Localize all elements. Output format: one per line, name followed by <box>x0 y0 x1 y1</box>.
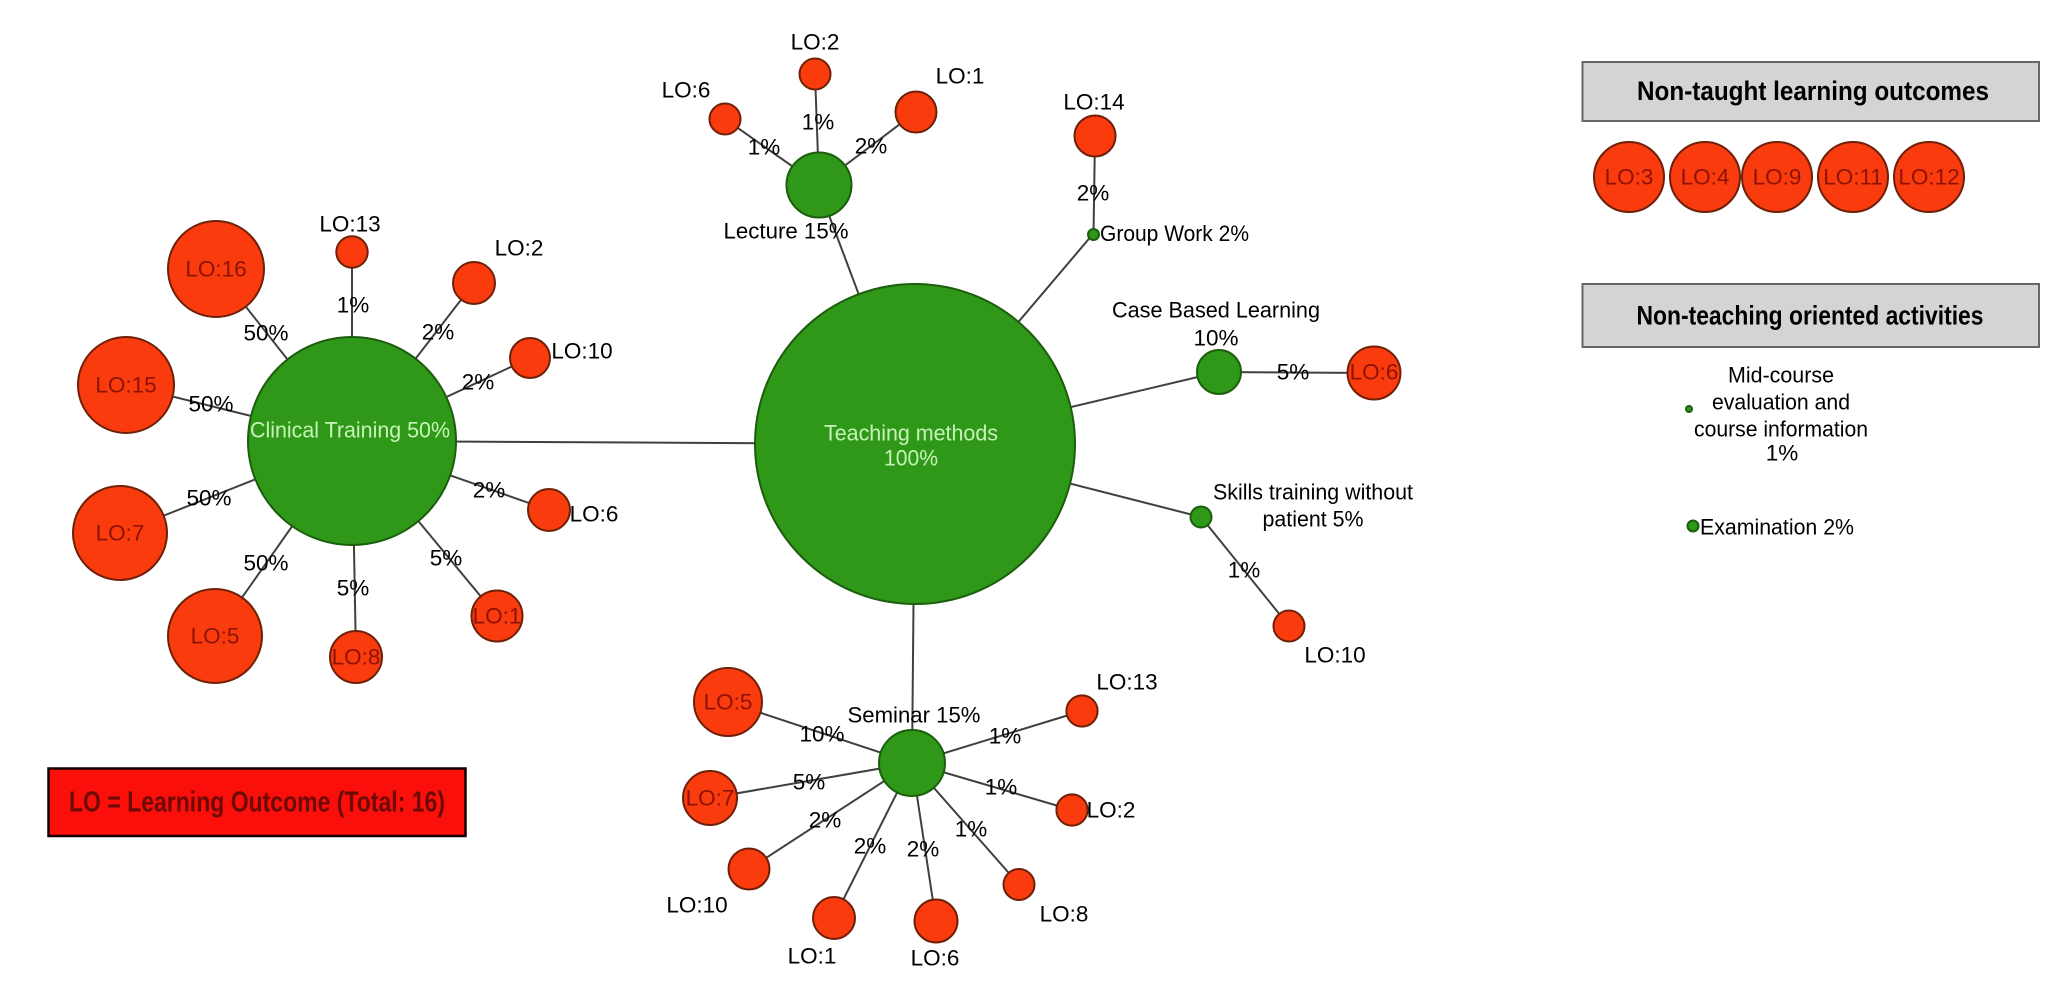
svg-text:5%: 5% <box>430 546 463 571</box>
svg-text:LO:6: LO:6 <box>570 502 619 527</box>
svg-text:5%: 5% <box>1277 360 1310 385</box>
svg-text:5%: 5% <box>793 770 826 795</box>
svg-text:Clinical Training 50%: Clinical Training 50% <box>250 418 450 443</box>
svg-text:LO:1: LO:1 <box>473 604 522 629</box>
svg-text:2%: 2% <box>1077 181 1110 206</box>
svg-text:LO:1: LO:1 <box>936 64 985 89</box>
svg-text:LO = Learning Outcome (Total:: LO = Learning Outcome (Total: 16) <box>69 787 445 819</box>
svg-text:LO:10: LO:10 <box>666 893 727 918</box>
svg-text:1%: 1% <box>337 293 370 318</box>
svg-text:Examination 2%: Examination 2% <box>1700 515 1854 540</box>
svg-text:100%: 100% <box>884 446 938 471</box>
svg-text:1%: 1% <box>1228 558 1261 583</box>
svg-text:Teaching methods: Teaching methods <box>824 421 998 446</box>
svg-text:LO:16: LO:16 <box>185 257 246 282</box>
svg-text:LO:15: LO:15 <box>95 373 156 398</box>
svg-text:patient 5%: patient 5% <box>1263 507 1364 532</box>
svg-text:2%: 2% <box>462 370 495 395</box>
svg-text:2%: 2% <box>907 837 940 862</box>
svg-text:LO:7: LO:7 <box>96 521 145 546</box>
svg-text:LO:11: LO:11 <box>1823 165 1883 190</box>
svg-text:Skills training without: Skills training without <box>1213 480 1414 505</box>
svg-text:evaluation and: evaluation and <box>1712 390 1850 415</box>
svg-text:LO:14: LO:14 <box>1063 90 1124 115</box>
svg-text:1%: 1% <box>748 135 781 160</box>
svg-text:2%: 2% <box>809 808 842 833</box>
svg-text:50%: 50% <box>243 551 288 576</box>
svg-text:1%: 1% <box>1766 441 1799 466</box>
svg-text:LO:12: LO:12 <box>1898 165 1959 190</box>
svg-text:LO:2: LO:2 <box>1087 798 1136 823</box>
svg-text:1%: 1% <box>955 817 988 842</box>
svg-text:LO:3: LO:3 <box>1605 165 1654 190</box>
svg-text:LO:13: LO:13 <box>1096 670 1157 695</box>
svg-text:50%: 50% <box>186 486 231 511</box>
svg-text:LO:4: LO:4 <box>1681 165 1730 190</box>
svg-text:LO:2: LO:2 <box>495 236 544 261</box>
svg-text:50%: 50% <box>243 321 288 346</box>
svg-text:LO:6: LO:6 <box>911 946 960 971</box>
svg-text:2%: 2% <box>854 834 887 859</box>
svg-text:1%: 1% <box>802 110 835 135</box>
svg-text:LO:9: LO:9 <box>1753 165 1802 190</box>
svg-text:LO:8: LO:8 <box>1040 902 1089 927</box>
svg-text:LO:7: LO:7 <box>686 786 735 811</box>
svg-text:course information: course information <box>1694 417 1868 442</box>
svg-text:2%: 2% <box>473 478 506 503</box>
svg-text:1%: 1% <box>985 775 1018 800</box>
svg-text:LO:5: LO:5 <box>704 690 753 715</box>
svg-text:LO:5: LO:5 <box>191 624 240 649</box>
svg-text:LO:2: LO:2 <box>791 30 840 55</box>
svg-text:1%: 1% <box>989 724 1022 749</box>
svg-text:Case Based Learning: Case Based Learning <box>1112 298 1320 323</box>
svg-text:LO:6: LO:6 <box>662 78 711 103</box>
svg-text:10%: 10% <box>799 722 844 747</box>
svg-text:Seminar 15%: Seminar 15% <box>848 703 981 728</box>
svg-text:10%: 10% <box>1193 326 1238 351</box>
svg-text:LO:13: LO:13 <box>319 212 380 237</box>
svg-text:Non-teaching oriented activiti: Non-teaching oriented activities <box>1637 301 1984 331</box>
svg-text:LO:6: LO:6 <box>1350 360 1399 385</box>
svg-text:LO:10: LO:10 <box>551 339 612 364</box>
svg-text:Group Work 2%: Group Work 2% <box>1100 221 1249 246</box>
svg-text:LO:10: LO:10 <box>1304 643 1365 668</box>
svg-text:5%: 5% <box>337 576 370 601</box>
svg-text:2%: 2% <box>855 134 888 159</box>
svg-text:Mid-course: Mid-course <box>1728 363 1834 388</box>
svg-text:LO:8: LO:8 <box>332 645 381 670</box>
svg-text:Lecture 15%: Lecture 15% <box>724 219 849 244</box>
svg-text:50%: 50% <box>188 392 233 417</box>
svg-text:2%: 2% <box>422 320 455 345</box>
svg-text:LO:1: LO:1 <box>788 944 837 969</box>
svg-text:Non-taught learning outcomes: Non-taught learning outcomes <box>1637 76 1989 106</box>
